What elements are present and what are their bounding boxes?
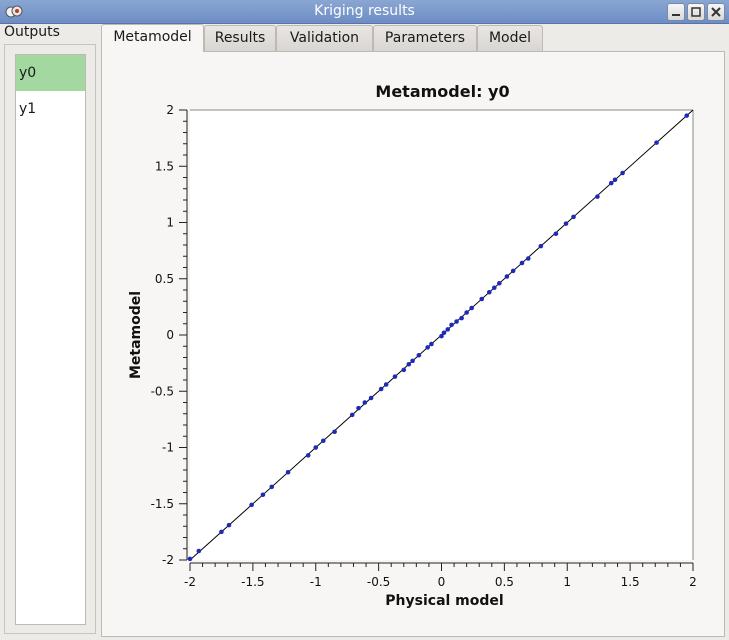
metamodel-panel: -2 -1.5 -1 -0.5 0 0.5 1 1.5 2 -2 -1.5 -1 -0.5 0 0.5 1 1.… xyxy=(101,51,725,637)
y-tick-label: 1.5 xyxy=(155,159,174,173)
data-point xyxy=(464,310,469,315)
data-point xyxy=(538,243,544,249)
x-axis-label: Physical model xyxy=(385,593,503,609)
data-point xyxy=(349,412,355,418)
data-point xyxy=(504,274,510,279)
data-point xyxy=(305,453,311,458)
data-point xyxy=(362,400,368,405)
data-point xyxy=(571,214,576,220)
window-title: Kriging results xyxy=(314,3,415,19)
close-button[interactable] xyxy=(707,3,725,21)
data-point xyxy=(416,352,422,358)
title-bar[interactable]: Kriging results xyxy=(0,0,729,24)
data-point xyxy=(320,438,326,444)
data-point xyxy=(332,429,337,435)
data-point xyxy=(269,484,275,490)
y-tick-label: -1 xyxy=(162,441,174,455)
data-point xyxy=(356,405,361,411)
x-tick-label: -0.5 xyxy=(367,575,390,589)
minimize-button[interactable] xyxy=(667,3,685,21)
tab-results[interactable]: Results xyxy=(204,25,276,51)
y-tick-label: -0.5 xyxy=(151,384,174,398)
data-point xyxy=(459,315,464,321)
x-tick-label: 1.5 xyxy=(621,575,640,589)
data-point xyxy=(519,260,525,266)
x-tick-label: 0 xyxy=(438,575,446,589)
data-point xyxy=(406,361,412,367)
tab-metamodel[interactable]: Metamodel xyxy=(101,24,204,52)
metamodel-chart: -2 -1.5 -1 -0.5 0 0.5 1 1.5 2 -2 -1.5 -1 -0.5 0 0.5 1 1.… xyxy=(128,82,697,609)
data-point xyxy=(492,285,497,291)
y-tick-label: -2 xyxy=(162,553,174,567)
outputs-label: Outputs xyxy=(4,24,60,40)
data-point xyxy=(441,330,447,336)
data-point xyxy=(449,322,454,328)
x-tick-label: 1 xyxy=(563,575,571,589)
app-icon xyxy=(5,5,23,18)
data-point xyxy=(368,395,374,401)
data-point xyxy=(595,194,600,199)
data-point xyxy=(684,113,690,118)
data-point xyxy=(392,374,398,379)
y-tick-label: 0.5 xyxy=(155,272,174,286)
data-point xyxy=(196,548,202,554)
x-tick-label: 0.5 xyxy=(495,575,514,589)
data-point xyxy=(187,556,193,562)
data-point xyxy=(608,180,614,186)
data-point xyxy=(497,280,502,286)
data-point xyxy=(410,358,415,364)
data-point xyxy=(612,177,618,183)
y-tick-label: -1.5 xyxy=(151,497,174,511)
data-point xyxy=(486,289,492,295)
data-point xyxy=(553,231,559,237)
data-point xyxy=(378,386,384,392)
data-point xyxy=(654,140,659,145)
data-point xyxy=(429,341,434,347)
data-point xyxy=(260,492,266,498)
outputs-list[interactable]: y0 y1 xyxy=(15,54,86,625)
data-point xyxy=(425,345,430,350)
close-icon xyxy=(711,7,721,17)
data-point xyxy=(226,522,232,528)
x-tick-label: -1.5 xyxy=(241,575,264,589)
maximize-button[interactable] xyxy=(687,3,705,21)
data-point xyxy=(313,445,319,450)
y-tick-label: 2 xyxy=(166,103,174,117)
data-point xyxy=(454,319,459,324)
x-tick-label: -1 xyxy=(310,575,322,589)
data-point xyxy=(249,502,254,508)
list-item-y0[interactable]: y0 xyxy=(16,55,85,91)
y-tick-label: 1 xyxy=(166,216,174,230)
data-point xyxy=(525,256,531,261)
data-point xyxy=(469,305,474,311)
data-point xyxy=(445,327,451,332)
data-point xyxy=(401,367,407,373)
data-point xyxy=(285,469,291,475)
y-axis-label: Metamodel xyxy=(128,291,144,379)
data-point xyxy=(510,268,516,274)
data-point xyxy=(439,333,444,339)
data-point xyxy=(479,296,485,302)
data-point xyxy=(563,221,569,226)
y-tick-label: 0 xyxy=(166,328,174,342)
maximize-icon xyxy=(691,7,701,17)
data-point xyxy=(219,529,224,535)
tab-model[interactable]: Model xyxy=(477,25,543,51)
tab-parameters[interactable]: Parameters xyxy=(373,25,477,51)
data-point xyxy=(620,170,625,176)
list-item-y1[interactable]: y1 xyxy=(19,101,37,117)
minimize-icon xyxy=(672,14,680,16)
x-tick-label: 2 xyxy=(689,575,697,589)
data-point xyxy=(383,382,389,387)
x-tick-label: -2 xyxy=(184,575,196,589)
chart-title: Metamodel: y0 xyxy=(375,82,509,101)
tab-validation[interactable]: Validation xyxy=(276,25,373,51)
